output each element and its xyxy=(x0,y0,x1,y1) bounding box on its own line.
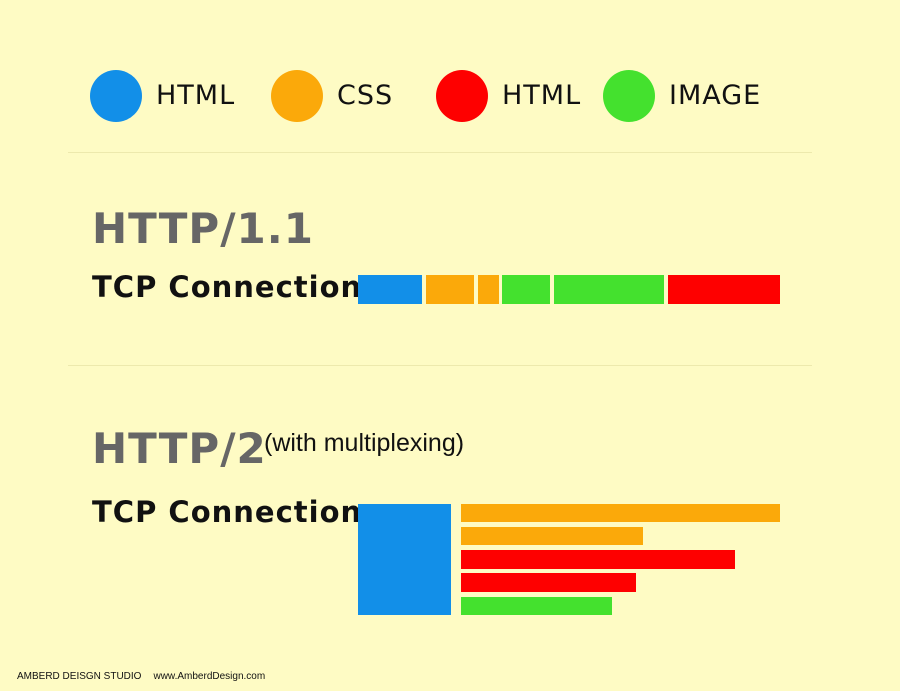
legend-dot-orange xyxy=(271,70,323,122)
http2-bar-css xyxy=(461,527,643,545)
footer-url: www.AmberdDesign.com xyxy=(153,671,266,682)
http2-bar-html-red xyxy=(461,550,735,569)
http1-heading: HTTP/1.1 xyxy=(92,204,314,253)
legend-label: HTML xyxy=(502,80,582,111)
http1-bar-css xyxy=(426,275,474,304)
legend-dot-green xyxy=(603,70,655,122)
footer-studio: AMBERD DEISGN STUDIO xyxy=(17,671,142,682)
legend-label: IMAGE xyxy=(669,80,762,111)
legend-label: CSS xyxy=(337,80,394,111)
divider-middle xyxy=(68,365,812,366)
footer: AMBERD DEISGN STUDIO www.AmberdDesign.com xyxy=(17,671,265,682)
http1-bar-html-red xyxy=(668,275,780,304)
http2-subtitle: (with multiplexing) xyxy=(264,429,465,457)
legend-dot-blue xyxy=(90,70,142,122)
http2-row-label: TCP Connection xyxy=(92,495,363,529)
http1-bar-image xyxy=(554,275,664,304)
http1-bar-image xyxy=(502,275,550,304)
http1-row-label: TCP Connection xyxy=(92,270,363,304)
legend-dot-red xyxy=(436,70,488,122)
http2-heading: HTTP/2 xyxy=(92,424,267,473)
http2-bar-css xyxy=(461,504,780,522)
divider-top xyxy=(68,152,812,153)
http2-bar-image xyxy=(461,597,612,615)
http2-bar-html-red xyxy=(461,573,636,592)
http1-bar-css xyxy=(478,275,499,304)
legend: HTML CSS HTML IMAGE xyxy=(0,70,900,122)
http1-bar-html xyxy=(358,275,422,304)
legend-label: HTML xyxy=(156,80,236,111)
http2-bar-html xyxy=(358,504,451,615)
